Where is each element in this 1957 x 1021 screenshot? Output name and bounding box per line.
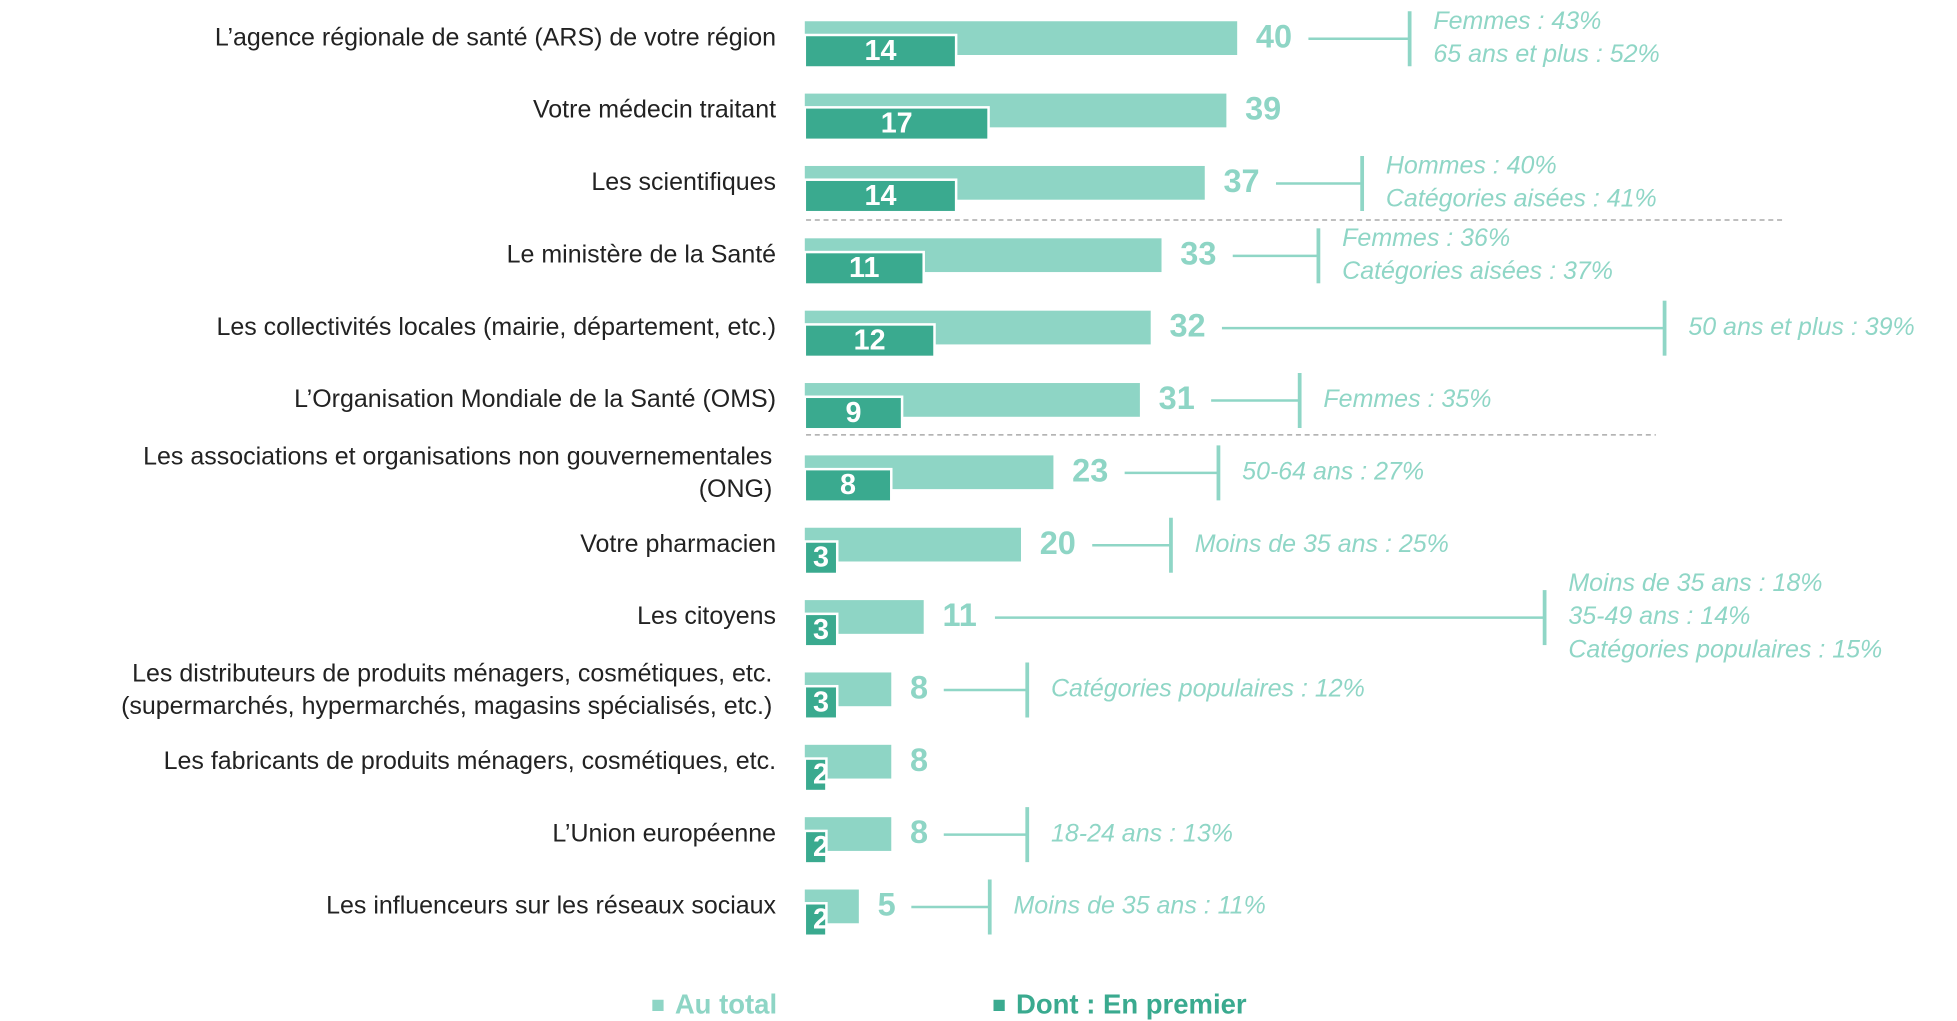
annotation: Femmes : 36% — [1342, 224, 1510, 252]
bar-first — [803, 684, 839, 720]
annotation: Moins de 35 ans : 25% — [1195, 530, 1449, 558]
value-label-total: 39 — [1245, 91, 1281, 127]
value-label-first: 2 — [813, 759, 829, 791]
bar-first — [803, 612, 839, 648]
value-label-total: 33 — [1180, 235, 1216, 271]
annotation: Catégories populaires : 15% — [1568, 635, 1882, 663]
legend-swatch — [993, 999, 1005, 1011]
annotation: 65 ans et plus : 52% — [1433, 40, 1659, 68]
value-label-first: 11 — [849, 252, 879, 284]
value-label-first: 8 — [840, 469, 856, 501]
category-label: L’agence régionale de santé (ARS) de vot… — [215, 23, 776, 51]
bar-first — [803, 33, 958, 69]
legend-swatch — [652, 999, 664, 1011]
annotation: Catégories populaires : 12% — [1051, 675, 1365, 703]
category-label: Les associations et organisations non go… — [143, 442, 772, 470]
annotation: Moins de 35 ans : 18% — [1568, 569, 1822, 597]
legend-label: Dont : En premier — [1016, 988, 1247, 1019]
category-label: L’Organisation Mondiale de la Santé (OMS… — [294, 385, 776, 413]
value-label-first: 14 — [864, 180, 896, 212]
value-label-first: 3 — [813, 614, 829, 646]
bar-first — [803, 757, 828, 793]
value-label-total: 32 — [1169, 308, 1205, 344]
value-label-first: 12 — [854, 325, 886, 357]
value-label-total: 23 — [1072, 452, 1108, 488]
value-label-total: 8 — [910, 670, 928, 706]
annotation: 50 ans et plus : 39% — [1688, 313, 1914, 341]
annotation: Catégories aisées : 37% — [1342, 257, 1613, 285]
value-label-first: 17 — [881, 107, 913, 139]
bar-first — [803, 540, 839, 576]
category-label: Les influenceurs sur les réseaux sociaux — [326, 892, 776, 920]
bar-first — [803, 250, 925, 286]
category-label: Les scientifiques — [591, 168, 776, 196]
value-label-first: 3 — [813, 686, 829, 718]
bar-first — [803, 467, 893, 503]
bar-first — [803, 178, 958, 214]
bar-first — [803, 395, 904, 431]
value-label-total: 40 — [1256, 18, 1292, 54]
category-label: Les distributeurs de produits ménagers, … — [132, 660, 772, 688]
value-label-total: 11 — [942, 597, 976, 633]
value-label-total: 37 — [1223, 163, 1259, 199]
annotation: Femmes : 35% — [1323, 385, 1491, 413]
value-label-first: 2 — [813, 831, 829, 863]
value-label-total: 8 — [910, 814, 928, 850]
bar-first — [803, 106, 990, 142]
annotation: 18-24 ans : 13% — [1051, 819, 1233, 847]
annotation: Moins de 35 ans : 11% — [1013, 892, 1265, 920]
value-label-first: 9 — [845, 397, 861, 429]
annotation: Femmes : 43% — [1433, 7, 1601, 35]
legend-label: Au total — [675, 988, 777, 1019]
category-label: Les fabricants de produits ménagers, cos… — [164, 747, 776, 775]
category-label: Les collectivités locales (mairie, dépar… — [216, 313, 776, 341]
category-label: Le ministère de la Santé — [507, 240, 776, 268]
value-label-total: 20 — [1040, 525, 1076, 561]
bar-total — [804, 527, 1021, 562]
bar-first — [803, 902, 828, 938]
value-label-first: 3 — [813, 542, 829, 574]
annotation: 50-64 ans : 27% — [1242, 457, 1424, 485]
category-label: Les citoyens — [637, 602, 776, 630]
bar-first — [803, 829, 828, 865]
value-label-total: 31 — [1159, 380, 1195, 416]
value-label-total: 5 — [878, 887, 896, 923]
category-label: Votre médecin traitant — [533, 96, 776, 124]
category-label: Votre pharmacien — [580, 530, 776, 558]
value-label-first: 2 — [813, 903, 829, 935]
value-label-first: 14 — [864, 35, 896, 67]
bar-first — [803, 323, 936, 359]
annotation: Catégories aisées : 41% — [1386, 185, 1657, 213]
annotation: Hommes : 40% — [1386, 151, 1557, 179]
category-label: (supermarchés, hypermarchés, magasins sp… — [121, 692, 772, 720]
category-label: (ONG) — [699, 475, 773, 503]
annotation: 35-49 ans : 14% — [1568, 602, 1750, 630]
value-label-total: 8 — [910, 742, 928, 778]
category-label: L’Union européenne — [552, 819, 776, 847]
